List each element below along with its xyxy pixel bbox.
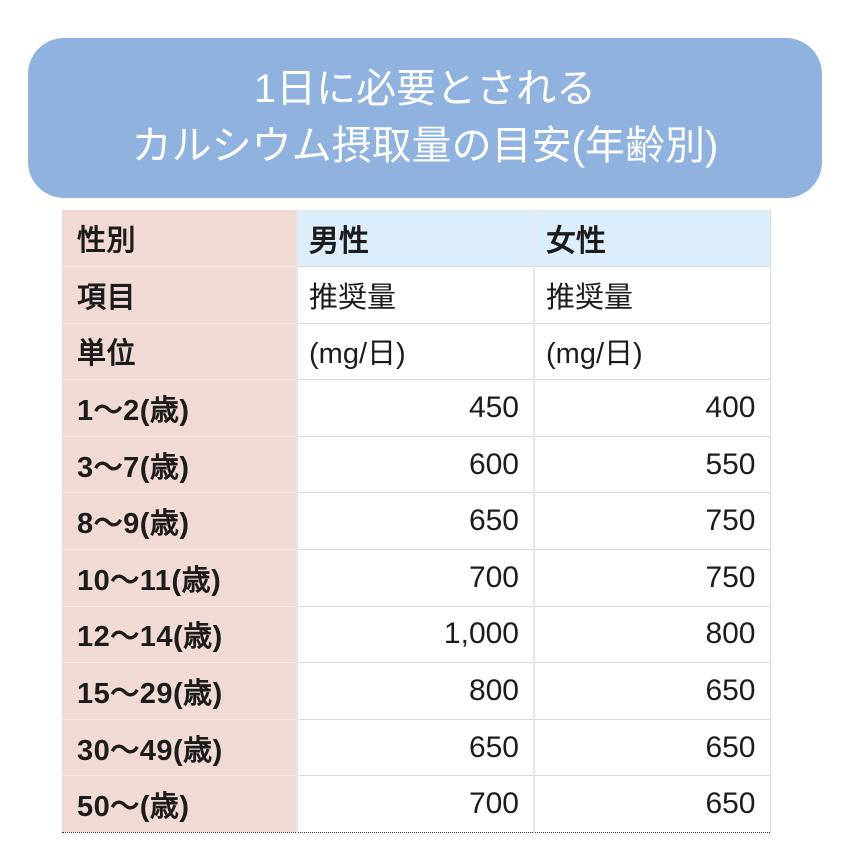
female-value-cell: 400	[533, 379, 771, 437]
row-label-cell: 3〜7(歳)	[62, 435, 297, 493]
male-value-cell: 1,000	[296, 605, 534, 663]
table-row: 1〜2(歳) 450 400	[62, 379, 771, 437]
row-label-cell: 1〜2(歳)	[62, 379, 297, 437]
female-value-cell: 750	[533, 549, 771, 607]
table-row: 30〜49(歳) 650 650	[62, 718, 771, 776]
row-label-cell: 単位	[62, 322, 297, 380]
female-value-cell: (mg/日)	[533, 322, 771, 380]
female-value-cell: 推奨量	[533, 266, 771, 324]
row-label-cell: 8〜9(歳)	[62, 492, 297, 550]
table-row: 3〜7(歳) 600 550	[62, 435, 771, 493]
table-row: 12〜14(歳) 1,000 800	[62, 605, 771, 663]
table-row: 10〜11(歳) 700 750	[62, 549, 771, 607]
table-row: 15〜29(歳) 800 650	[62, 662, 771, 720]
row-label-cell: 30〜49(歳)	[62, 718, 297, 776]
row-label-cell: 50〜(歳)	[62, 775, 297, 834]
female-value-cell: 650	[533, 718, 771, 776]
title-banner: 1日に必要とされる カルシウム摂取量の目安(年齢別)	[28, 38, 822, 198]
table-row: 50〜(歳) 700 650	[62, 775, 771, 834]
male-value-cell: 700	[296, 549, 534, 607]
calcium-intake-table: 性別 男性 女性 項目 推奨量 推奨量 単位 (mg/日) (mg/日) 1〜2…	[62, 210, 771, 834]
male-value-cell: 800	[296, 662, 534, 720]
female-value-cell: 650	[533, 775, 771, 834]
male-value-cell: 600	[296, 435, 534, 493]
male-value-cell: 700	[296, 775, 534, 834]
male-value-cell: 650	[296, 492, 534, 550]
male-value-cell: (mg/日)	[296, 322, 534, 380]
row-label-cell: 項目	[62, 266, 297, 324]
row-label-cell: 10〜11(歳)	[62, 549, 297, 607]
male-value-cell: 推奨量	[296, 266, 534, 324]
table-row: 単位 (mg/日) (mg/日)	[62, 322, 771, 380]
row-label-cell: 15〜29(歳)	[62, 662, 297, 720]
female-value-cell: 750	[533, 492, 771, 550]
female-value-cell: 800	[533, 605, 771, 663]
male-value-cell: 650	[296, 718, 534, 776]
male-header-cell: 男性	[296, 210, 534, 267]
row-label-cell: 12〜14(歳)	[62, 605, 297, 663]
female-value-cell: 650	[533, 662, 771, 720]
table-row: 項目 推奨量 推奨量	[62, 266, 771, 324]
row-label-cell: 性別	[62, 210, 297, 267]
title-line-2: カルシウム摂取量の目安(年齢別)	[131, 124, 719, 168]
table-row: 8〜9(歳) 650 750	[62, 492, 771, 550]
female-value-cell: 550	[533, 435, 771, 493]
female-header-cell: 女性	[533, 210, 771, 267]
male-value-cell: 450	[296, 379, 534, 437]
title-line-1: 1日に必要とされる	[253, 67, 597, 111]
table-header-row: 性別 男性 女性	[62, 210, 771, 267]
